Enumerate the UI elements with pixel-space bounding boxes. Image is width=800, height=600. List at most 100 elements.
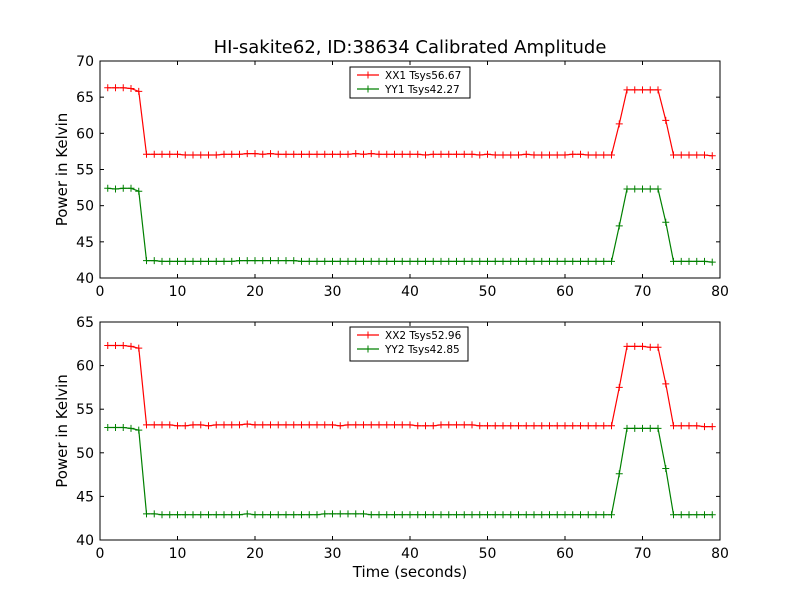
data-point-marker <box>422 257 429 265</box>
data-point-marker <box>228 150 236 158</box>
data-point-marker <box>398 421 406 429</box>
data-point-marker <box>708 423 716 431</box>
data-point-marker <box>577 150 584 158</box>
legend-box <box>349 326 469 362</box>
data-point-marker <box>135 344 143 352</box>
data-point-marker <box>584 511 592 519</box>
y-tick-label: 40 <box>76 533 94 549</box>
data-point-marker <box>406 257 414 265</box>
data-point-marker <box>437 257 445 265</box>
y-tick-label: 55 <box>76 402 94 418</box>
data-point-marker <box>522 422 530 430</box>
data-point-marker <box>460 150 468 158</box>
data-point-marker <box>546 422 553 430</box>
data-point-marker <box>112 342 119 350</box>
data-point-marker <box>662 464 670 472</box>
data-point-marker <box>398 511 406 519</box>
data-point-marker <box>119 342 127 350</box>
data-point-marker <box>445 511 453 519</box>
data-point-marker <box>639 185 646 193</box>
data-point-marker <box>181 422 189 430</box>
data-point-marker <box>236 150 243 158</box>
data-point-marker <box>205 151 212 159</box>
data-point-marker <box>112 185 119 193</box>
data-point-marker <box>468 257 476 265</box>
data-point-marker <box>236 421 243 429</box>
data-point-marker <box>507 511 515 519</box>
data-point-marker <box>360 421 367 429</box>
data-point-marker <box>429 511 437 519</box>
x-tick-label: 70 <box>634 546 652 562</box>
y-tick-label: 70 <box>76 54 94 70</box>
x-tick-label: 20 <box>246 284 264 300</box>
data-point-marker <box>305 257 313 265</box>
data-point-marker <box>468 511 476 519</box>
x-axis-label: Time (seconds) <box>352 563 468 581</box>
data-point-marker <box>228 511 236 519</box>
data-point-marker <box>251 421 259 429</box>
x-tick-label: 0 <box>96 284 105 300</box>
data-point-marker <box>646 86 654 94</box>
data-point-marker <box>608 257 615 265</box>
data-point-marker <box>677 151 685 159</box>
data-point-marker <box>530 422 538 430</box>
data-point-marker <box>360 150 367 158</box>
data-point-marker <box>515 511 522 519</box>
data-point-marker <box>685 151 693 159</box>
data-point-marker <box>654 424 662 432</box>
data-point-marker <box>189 151 197 159</box>
data-point-marker <box>158 421 166 429</box>
data-point-marker <box>646 424 654 432</box>
data-point-marker <box>662 218 670 226</box>
data-point-marker <box>670 257 677 265</box>
data-point-marker <box>569 150 577 158</box>
data-point-marker <box>112 424 119 432</box>
y-axis-label: Power in Kelvin <box>53 113 71 227</box>
data-point-marker <box>298 421 305 429</box>
data-point-marker <box>298 150 305 158</box>
data-point-marker <box>608 511 615 519</box>
data-point-marker <box>569 422 577 430</box>
data-point-marker <box>267 511 274 519</box>
data-point-marker <box>220 511 228 519</box>
data-point-marker <box>546 511 553 519</box>
data-point-marker <box>282 421 290 429</box>
data-point-marker <box>360 510 367 518</box>
x-tick-label: 40 <box>401 284 419 300</box>
data-point-marker <box>243 257 251 265</box>
data-point-marker <box>646 343 654 351</box>
data-point-marker <box>639 342 646 350</box>
data-point-marker <box>429 150 437 158</box>
data-point-marker <box>468 421 476 429</box>
data-point-marker <box>166 511 174 519</box>
data-point-marker <box>639 424 646 432</box>
x-tick-label: 30 <box>324 284 342 300</box>
data-point-marker <box>391 150 398 158</box>
data-point-marker <box>406 421 414 429</box>
data-point-marker <box>150 421 158 429</box>
data-point-marker <box>267 150 274 158</box>
data-point-marker <box>592 257 600 265</box>
data-point-marker <box>181 511 189 519</box>
data-point-marker <box>166 257 174 265</box>
data-point-marker <box>313 150 321 158</box>
data-point-marker <box>181 151 189 159</box>
data-point-marker <box>189 511 197 519</box>
data-point-marker <box>569 511 577 519</box>
data-point-marker <box>422 151 429 159</box>
data-point-marker <box>197 257 205 265</box>
data-point-marker <box>631 342 639 350</box>
data-point-marker <box>236 257 243 265</box>
data-point-marker <box>484 150 491 158</box>
data-point-marker <box>205 422 212 430</box>
data-point-marker <box>329 150 336 158</box>
data-point-marker <box>220 150 228 158</box>
data-point-marker <box>677 257 685 265</box>
data-point-marker <box>453 257 460 265</box>
data-point-marker <box>112 84 119 92</box>
data-point-marker <box>476 422 484 430</box>
data-point-marker <box>321 510 329 518</box>
data-point-marker <box>701 257 708 265</box>
y-tick-label: 60 <box>76 359 94 375</box>
